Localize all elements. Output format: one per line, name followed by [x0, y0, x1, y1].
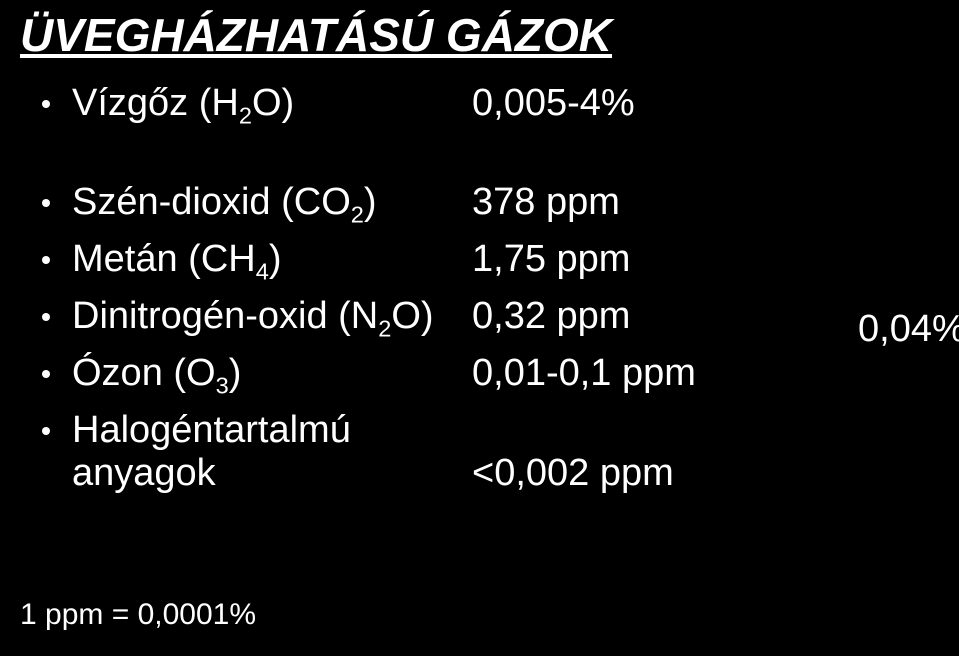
- list-item: Metán (CH4) 1,75 ppm: [42, 238, 696, 281]
- gas-name-line1: Halogéntartalmú: [72, 409, 351, 451]
- list-item: Ózon (O3) 0,01-0,1 ppm: [42, 352, 696, 395]
- bullet-icon: [42, 199, 50, 207]
- list-item: Szén-dioxid (CO2) 378 ppm: [42, 181, 696, 224]
- gas-label: Ózon (O3): [72, 352, 472, 395]
- gas-name: Dinitrogén-oxid: [72, 295, 328, 337]
- bullet-list: Vízgőz (H2O) 0,005-4% Szén-dioxid (CO2) …: [42, 82, 696, 509]
- gas-name-line2: anyagok: [72, 452, 216, 494]
- formula-tail: O: [391, 295, 421, 337]
- slide-title: ÜVEGHÁZHATÁSÚ GÁZOK: [20, 8, 612, 62]
- concentration-value: 0,005-4%: [472, 82, 635, 125]
- gas-name: Ózon: [72, 352, 163, 394]
- gas-label: Szén-dioxid (CO2): [72, 181, 472, 224]
- bullet-icon: [42, 256, 50, 264]
- concentration-value: 378 ppm: [472, 181, 620, 224]
- list-item: Halogéntartalmú anyagok <0,002 ppm: [42, 409, 696, 495]
- gas-label: Vízgőz (H2O): [72, 82, 472, 125]
- formula-tail: O: [252, 82, 282, 124]
- gas-name: Vízgőz: [72, 82, 188, 124]
- formula-base: CH: [201, 238, 256, 280]
- concentration-value: 0,32 ppm: [472, 295, 630, 338]
- formula-sub: 2: [351, 202, 364, 228]
- spacer: [42, 139, 696, 181]
- formula-base: N: [351, 295, 378, 337]
- slide: ÜVEGHÁZHATÁSÚ GÁZOK Vízgőz (H2O) 0,005-4…: [0, 0, 959, 656]
- gas-label: Halogéntartalmú anyagok: [72, 409, 472, 495]
- formula-base: O: [186, 352, 216, 394]
- formula-sub: 2: [239, 103, 252, 129]
- list-item: Vízgőz (H2O) 0,005-4%: [42, 82, 696, 125]
- group-percentage: 0,04%: [858, 308, 959, 351]
- gas-name: Metán: [72, 238, 178, 280]
- gas-label: Metán (CH4): [72, 238, 472, 281]
- formula-sub: 4: [256, 259, 269, 285]
- formula-base: CO: [294, 181, 351, 223]
- concentration-value: 0,01-0,1 ppm: [472, 352, 696, 395]
- gas-label: Dinitrogén-oxid (N2O): [72, 295, 472, 338]
- concentration-value: 1,75 ppm: [472, 238, 630, 281]
- concentration-value: <0,002 ppm: [472, 452, 674, 495]
- gas-name: Szén-dioxid: [72, 181, 271, 223]
- formula-sub: 3: [216, 373, 229, 399]
- bullet-icon: [42, 100, 50, 108]
- bullet-icon: [42, 427, 50, 435]
- footnote: 1 ppm = 0,0001%: [20, 598, 256, 632]
- bullet-icon: [42, 313, 50, 321]
- formula-base: H: [211, 82, 238, 124]
- list-item: Dinitrogén-oxid (N2O) 0,32 ppm: [42, 295, 696, 338]
- bullet-icon: [42, 370, 50, 378]
- formula-sub: 2: [378, 316, 391, 342]
